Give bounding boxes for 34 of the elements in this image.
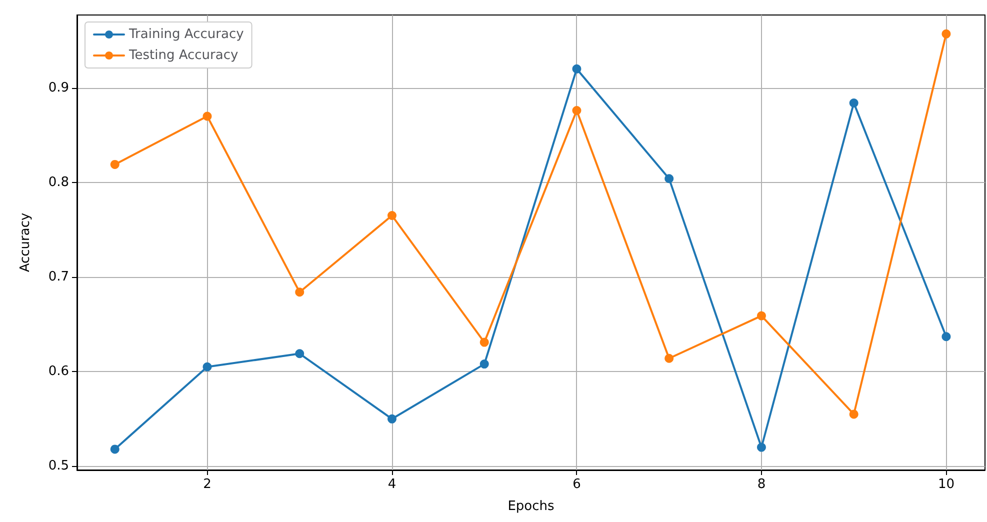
point (942, 332, 951, 342)
point (664, 354, 674, 363)
legend-label: Training Accuracy (128, 27, 244, 42)
y-tick-label: 0.7 (48, 270, 69, 285)
point (756, 311, 766, 320)
point (572, 64, 582, 74)
point (110, 160, 120, 169)
point (942, 29, 951, 38)
point (480, 338, 489, 347)
y-tick-label: 0.8 (48, 174, 69, 190)
x-tick-label: 10 (938, 477, 954, 492)
y-axis-title: Accuracy (18, 212, 33, 272)
point (756, 442, 766, 452)
x-tick-label: 2 (203, 477, 212, 492)
point (849, 98, 858, 108)
y-tick-label: 0.6 (48, 364, 69, 380)
point (480, 360, 489, 369)
y-tick-label: 0.9 (48, 80, 69, 96)
point (295, 288, 304, 297)
point (387, 211, 396, 220)
point (202, 112, 212, 121)
x-tick-label: 4 (388, 477, 396, 492)
point (572, 106, 582, 116)
x-axis-title: Epochs (508, 499, 555, 514)
point (387, 414, 396, 424)
point (110, 444, 120, 454)
legend-label: Testing Accuracy (128, 48, 238, 63)
y-tick-label: 0.5 (48, 458, 69, 474)
point (202, 362, 212, 372)
point (295, 349, 304, 358)
point (664, 174, 674, 184)
x-tick-label: 6 (572, 477, 581, 492)
x-tick-label: 8 (757, 477, 766, 492)
point (849, 410, 858, 419)
